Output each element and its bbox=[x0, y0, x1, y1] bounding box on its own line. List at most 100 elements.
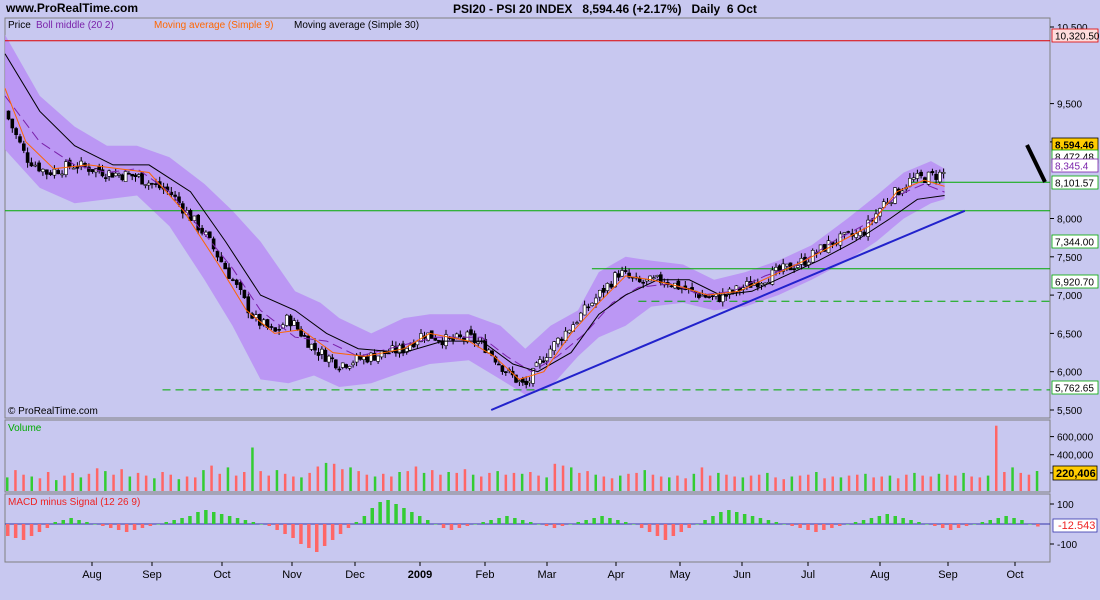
macd-bar bbox=[77, 520, 81, 524]
volume-bar bbox=[194, 477, 197, 491]
horizontal-levels bbox=[5, 40, 1050, 391]
volume-bar bbox=[128, 476, 132, 491]
volume-bar bbox=[798, 475, 802, 491]
site-name[interactable]: www.ProRealTime.com bbox=[6, 1, 139, 15]
candle-body bbox=[426, 332, 430, 341]
macd-bar bbox=[941, 524, 945, 528]
candle-body bbox=[327, 355, 331, 363]
candle-body bbox=[56, 170, 61, 175]
candle-body bbox=[6, 110, 11, 120]
macd-bar bbox=[457, 524, 462, 528]
macd-bar bbox=[212, 512, 216, 524]
sma30-line bbox=[4, 53, 945, 373]
candle-body bbox=[458, 334, 463, 338]
candle-body bbox=[14, 128, 18, 135]
candle-body bbox=[578, 312, 583, 322]
volume-bar bbox=[46, 472, 50, 491]
candle-body bbox=[227, 267, 231, 279]
price-labels: 10,320.50 8,594.468,472.488,345.4 8,101.57… bbox=[1051, 28, 1100, 395]
macd-bar bbox=[132, 524, 137, 530]
candle-body bbox=[609, 283, 614, 288]
macd-bar bbox=[473, 524, 477, 525]
candle-body bbox=[323, 349, 328, 362]
candle-body bbox=[527, 380, 532, 384]
volume-bar bbox=[676, 475, 679, 491]
macd-bar bbox=[315, 524, 319, 552]
macd-bar bbox=[948, 524, 953, 530]
macd-bar bbox=[774, 522, 779, 524]
volume-bar bbox=[95, 468, 99, 491]
boll-middle-line bbox=[4, 95, 945, 373]
price-label: 8,472.48 bbox=[1055, 153, 1094, 164]
x-tick-label: Mar bbox=[538, 569, 557, 581]
moving-averages bbox=[4, 53, 945, 380]
candle-body bbox=[273, 327, 278, 332]
candle-body bbox=[107, 170, 111, 177]
price-label-box bbox=[1051, 380, 1099, 395]
macd-bar bbox=[838, 524, 842, 526]
macd-bar bbox=[140, 524, 145, 528]
macd-bar bbox=[639, 524, 644, 528]
price-tick-label: 8,000 bbox=[1057, 215, 1082, 226]
macd-bar bbox=[426, 520, 430, 524]
candle-body bbox=[552, 341, 557, 352]
macd-bar bbox=[560, 524, 565, 526]
candle-body bbox=[379, 350, 384, 358]
candle-body bbox=[320, 348, 324, 355]
macd-bar bbox=[354, 522, 359, 524]
candle-body bbox=[637, 277, 642, 283]
x-tick-label: Apr bbox=[607, 569, 624, 581]
volume-bar bbox=[659, 476, 663, 491]
candle-body bbox=[173, 194, 177, 197]
macd-bar bbox=[814, 524, 818, 532]
macd-bar bbox=[877, 516, 882, 524]
macd-bar bbox=[830, 524, 834, 528]
macd-bar bbox=[21, 524, 26, 540]
macd-axis: 100 -100 -12.543 bbox=[1050, 500, 1098, 551]
volume-bar bbox=[373, 476, 377, 491]
candle-body bbox=[462, 337, 466, 340]
sma9-line bbox=[4, 88, 945, 380]
macd-bar bbox=[402, 508, 406, 524]
watermark: © ProRealTime.com bbox=[8, 406, 98, 417]
candle-body bbox=[404, 347, 409, 353]
price-panel[interactable]: Price Boll middle (20 2) Moving average (S… bbox=[4, 17, 1051, 419]
candle-body bbox=[137, 174, 141, 177]
candle-body bbox=[476, 341, 481, 344]
macd-panel[interactable]: MACD minus Signal (12 26 9) bbox=[4, 493, 1051, 563]
candle-body bbox=[351, 362, 355, 366]
volume-bar bbox=[136, 472, 140, 491]
price-label-box bbox=[1051, 234, 1099, 249]
volume-bar bbox=[79, 477, 83, 491]
candle-body bbox=[866, 219, 870, 237]
macd-bar bbox=[719, 512, 723, 524]
candle-body bbox=[288, 315, 293, 327]
macd-bar bbox=[37, 524, 42, 532]
price-label: 7,344.00 bbox=[1055, 238, 1094, 249]
candle-body bbox=[707, 296, 711, 298]
candle-body bbox=[648, 275, 653, 282]
macd-bar bbox=[346, 524, 351, 528]
candle-body bbox=[567, 329, 572, 334]
volume-bar bbox=[144, 475, 148, 491]
macd-bar bbox=[782, 524, 786, 525]
candle-body bbox=[208, 231, 212, 239]
candle-body bbox=[641, 281, 646, 284]
volume-panel[interactable]: Volume bbox=[4, 419, 1051, 493]
volume-bar bbox=[202, 470, 205, 491]
candle-body bbox=[127, 173, 131, 175]
volume-bar bbox=[733, 476, 736, 491]
candle-body bbox=[277, 328, 281, 331]
volume-last-box bbox=[1052, 465, 1098, 481]
candlesticks bbox=[6, 110, 946, 389]
candle-body bbox=[110, 172, 115, 178]
candle-body bbox=[365, 356, 370, 363]
macd-bar bbox=[956, 524, 961, 528]
macd-bar bbox=[188, 516, 192, 524]
candle-body bbox=[770, 269, 775, 285]
candle-body bbox=[196, 214, 200, 231]
macd-bar bbox=[481, 522, 485, 524]
macd-bar bbox=[465, 524, 470, 526]
macd-bar bbox=[544, 524, 549, 526]
